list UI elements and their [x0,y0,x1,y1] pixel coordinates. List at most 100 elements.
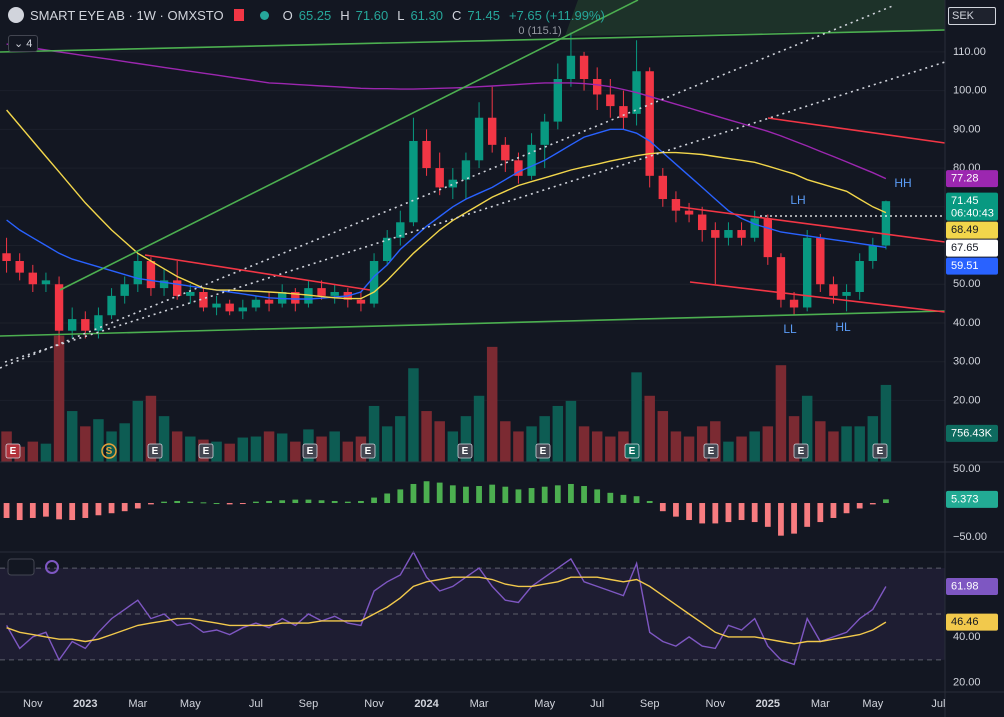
candle-body [212,303,221,308]
volume-bar [473,395,485,462]
histogram-bar [16,503,23,521]
histogram-bar [371,497,377,504]
histogram-bar [659,503,666,512]
histogram-bar [463,486,469,504]
volume-bar [93,419,104,462]
volume-bar [185,436,196,462]
volume-bar [250,436,262,462]
histogram-bar [121,503,128,512]
volume-bar [683,436,695,462]
flag[interactable] [233,9,244,21]
volume-bar [421,411,432,462]
volume-bar [801,395,813,462]
ohlc-value: 71.60 [355,7,389,23]
volume-bar [66,411,78,462]
zone [565,0,945,36]
pivot-label: LH [790,193,805,207]
histogram-bar [476,486,482,504]
histogram-bar [239,503,246,505]
volume-bar [578,426,590,462]
histogram-bar [56,503,62,520]
volume-bar [158,416,170,462]
candle-body [566,55,576,80]
x-tick-label: May [534,698,555,710]
histogram-bar [541,486,548,504]
ohlc-value: 65.25 [298,7,332,23]
histogram-bar [712,503,719,524]
histogram-bar [187,501,194,504]
volume-bar [500,421,511,462]
candle-body [54,284,64,331]
histogram-bar [3,503,10,518]
candle-body [737,230,746,238]
y-tick-label: 50.00 [953,463,981,475]
currency[interactable]: SEK [948,7,996,25]
x-tick-label: Jul [249,698,263,710]
candle-body [750,218,759,238]
event-marker [872,443,888,459]
candle-body [94,315,103,331]
candle-body [317,288,326,296]
histogram-bar [29,503,36,518]
y-tick-label: 30.00 [953,356,981,368]
price-label: 46.46 [951,616,979,628]
volume-bar [762,426,774,462]
candle-body [81,319,90,331]
event-marker [703,443,719,459]
ohlc-value: 61.30 [410,7,443,23]
histogram-bar [738,503,745,521]
histogram-bar [791,503,797,534]
histogram-bar [279,500,286,504]
candle-body [671,199,681,211]
volume-bar [80,426,91,462]
histogram-bar [213,503,220,505]
volume-bar [53,335,65,462]
volume-bar [723,441,734,462]
event-label: E [798,446,805,457]
candle-body [697,214,707,231]
volume-bar [841,426,852,462]
volume-bar [276,433,288,462]
price-label: 756.43K [951,427,993,439]
price-label-box [946,424,998,442]
histogram-bar [528,488,535,504]
y-tick-label: 20.00 [953,394,981,406]
y-tick-label: 50.00 [953,278,981,290]
histogram-bar [331,500,338,504]
indicator-line [5,550,887,666]
histogram-bar [161,501,167,504]
volume-bar [237,437,249,462]
event-label: S [106,446,113,457]
candle-body [606,94,615,107]
candle-body [133,261,143,285]
pane-button[interactable] [7,558,35,576]
candle-body [356,299,366,304]
pane-icon[interactable] [45,560,59,574]
price-label: 71.45 [951,195,979,207]
market-status [259,10,269,20]
volume-bar [644,395,655,462]
price-label: 68.49 [951,224,979,236]
volume-bar [815,421,826,462]
histogram-bar [764,503,771,527]
price-label: 67.65 [951,242,979,254]
candle-body [855,261,864,292]
trendline [767,117,946,144]
candle-body [409,140,418,223]
price-label: 61.98 [951,580,979,592]
histogram-bar [423,481,430,504]
histogram-bar [410,483,417,504]
histogram-bar [436,482,443,504]
y-tick-label: 90.00 [953,123,981,135]
y-tick-label: −50.00 [953,531,987,543]
event-marker [457,443,473,459]
symbol[interactable]: SMART EYE AB · 1W · OMXSTO [30,7,224,23]
volume-bar [408,368,419,462]
x-tick-label: 2023 [73,698,97,710]
histogram-bar [620,494,627,504]
indicator-toggle[interactable]: ⌄ 4 [8,35,39,52]
histogram-bar [515,489,522,504]
candle-body [461,160,471,180]
trendline [0,310,946,337]
price-label-box [946,577,998,595]
